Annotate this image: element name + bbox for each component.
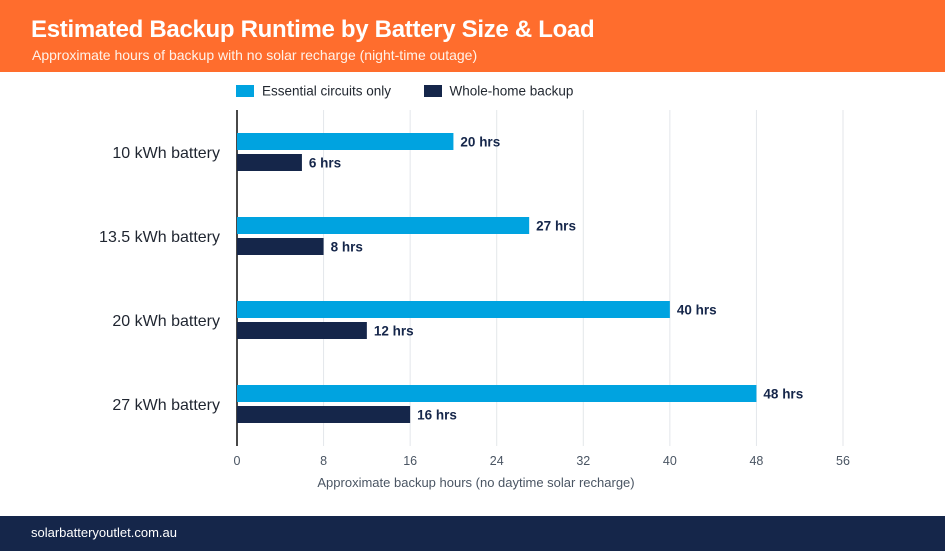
legend-swatch-essential	[236, 84, 254, 97]
chart-subtitle: Approximate hours of backup with no sola…	[32, 47, 478, 63]
bar-essential	[237, 217, 530, 234]
data-label-essential: 20 hrs	[460, 135, 500, 150]
legend-item-whole-home: Whole-home backup	[423, 82, 574, 100]
x-tick-label: 40	[663, 454, 677, 468]
bar-whole-home	[237, 406, 411, 423]
legend-label-whole-home: Whole-home backup	[449, 83, 574, 99]
data-label-essential: 48 hrs	[763, 387, 803, 402]
data-label-essential: 27 hrs	[536, 219, 576, 234]
data-label-whole-home: 16 hrs	[417, 408, 457, 423]
chart-title: Estimated Backup Runtime by Battery Size…	[31, 16, 595, 43]
bar-essential	[237, 385, 757, 402]
data-label-whole-home: 6 hrs	[309, 156, 341, 171]
data-label-whole-home: 12 hrs	[374, 324, 414, 339]
category-label: 10 kWh battery	[112, 145, 220, 162]
bar-whole-home	[237, 238, 324, 255]
x-tick-label: 56	[836, 454, 850, 468]
footer-website: solarbatteryoutlet.com.au	[31, 525, 177, 540]
legend: Essential circuits only Whole-home backu…	[236, 82, 601, 98]
legend-swatch-whole-home	[423, 84, 442, 97]
bar-essential	[237, 301, 670, 318]
bar-whole-home	[237, 154, 302, 171]
category-label: 27 kWh battery	[112, 397, 220, 414]
legend-label-essential: Essential circuits only	[262, 83, 392, 99]
bar-whole-home	[237, 322, 367, 339]
x-tick-label: 8	[320, 454, 327, 468]
legend-item-essential: Essential circuits only	[236, 82, 391, 100]
x-tick-label: 16	[403, 454, 417, 468]
category-label: 20 kWh battery	[112, 313, 220, 330]
x-axis-label: Approximate backup hours (no daytime sol…	[317, 475, 634, 490]
x-tick-label: 48	[749, 454, 763, 468]
category-label: 13.5 kWh battery	[99, 229, 220, 246]
x-tick-label: 0	[234, 454, 241, 468]
data-label-whole-home: 8 hrs	[331, 240, 363, 255]
data-label-essential: 40 hrs	[677, 303, 717, 318]
x-tick-label: 32	[576, 454, 590, 468]
x-tick-label: 24	[490, 454, 504, 468]
bar-chart: 0 8 16 24 32 40 48 56 10 kWh battery 20 hrs 6 hrs 1…	[99, 110, 850, 490]
bar-essential	[237, 133, 454, 150]
header-banner: Estimated Backup Runtime by Battery Size…	[0, 0, 945, 72]
footer-bar: solarbatteryoutlet.com.au	[0, 516, 945, 551]
